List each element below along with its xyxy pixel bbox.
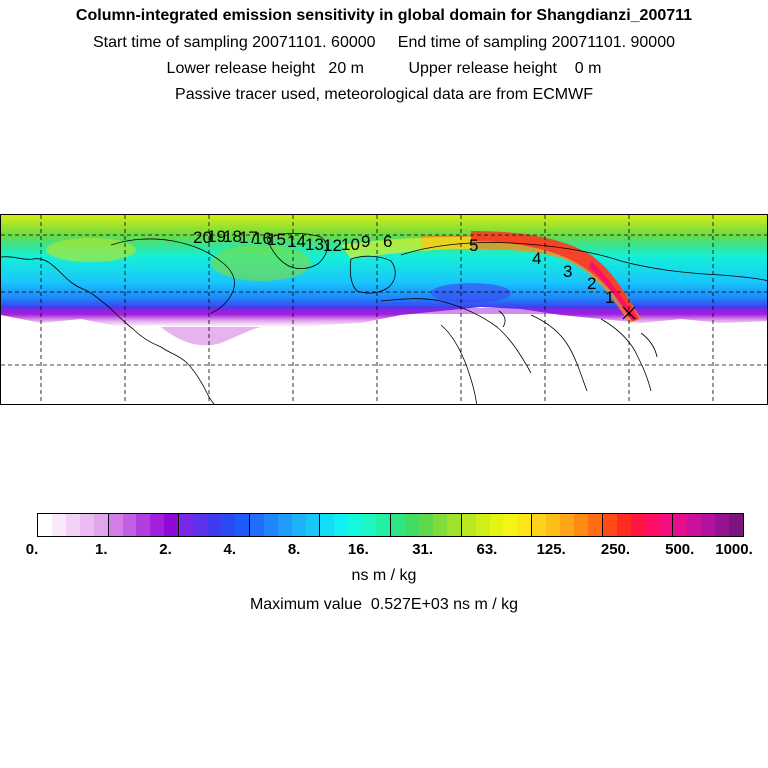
colorbar-swatch (193, 514, 208, 536)
trajectory-label: 13 (305, 235, 324, 254)
trajectory-label: 1 (605, 288, 614, 307)
colorbar-swatch (348, 514, 363, 536)
colorbar-swatch (277, 514, 292, 536)
colorbar-swatch (122, 514, 137, 536)
colorbar-swatch (432, 514, 447, 536)
trajectory-label: 2 (587, 274, 596, 293)
colorbar-swatch (517, 514, 533, 536)
colorbar-swatch (249, 514, 264, 536)
colorbar-swatch (461, 514, 476, 536)
colorbar-swatch (234, 514, 250, 536)
colorbar-swatch (644, 514, 659, 536)
colorbar-swatch (418, 514, 433, 536)
colorbar-swatch (263, 514, 278, 536)
colorbar-tick-label: 63. (476, 541, 498, 558)
trajectory-label: 20 (193, 228, 212, 247)
colorbar-swatch (391, 514, 405, 536)
trajectory-label: 5 (469, 236, 478, 255)
trajectory-label: 18 (223, 227, 242, 246)
colorbar-swatch (291, 514, 306, 536)
colorbar-swatch (673, 514, 688, 536)
colorbar-swatch (108, 514, 123, 536)
trajectory-label: 19 (207, 227, 226, 246)
colorbar-swatch (79, 514, 94, 536)
colorbar-swatch (475, 514, 490, 536)
trajectory-label: 17 (239, 228, 258, 247)
colorbar-swatch (207, 514, 221, 536)
colorbar-unit: ns m / kg (351, 567, 417, 584)
colorbar-tick-label: 125. (536, 541, 566, 558)
colorbar (37, 513, 744, 537)
graticule (1, 215, 767, 404)
sampling-time-line: Start time of sampling 20071101. 60000 E… (92, 34, 675, 51)
colorbar-tick-label: 500. (665, 541, 695, 558)
colorbar-swatch (136, 514, 151, 536)
colorbar-swatch (334, 514, 349, 536)
colorbar-swatch (404, 514, 419, 536)
trajectory-label: 12 (323, 236, 342, 255)
colorbar-swatch (560, 514, 575, 536)
colorbar-swatch (150, 514, 165, 536)
colorbar-swatch (729, 514, 744, 536)
colorbar-tick-label: 1000. (715, 541, 753, 558)
colorbar-swatch (93, 514, 109, 536)
colorbar-tick-label: 2. (159, 541, 172, 558)
colorbar-swatch (362, 514, 377, 536)
colorbar-tick-label: 16. (347, 541, 369, 558)
colorbar-swatch (503, 514, 518, 536)
colorbar-swatch (715, 514, 730, 536)
trajectory-label: 4 (532, 249, 541, 268)
colorbar-swatch (305, 514, 321, 536)
colorbar-swatch (179, 514, 194, 536)
release-height-line: Lower release height 20 m Upper release … (166, 60, 602, 77)
colorbar-swatch (376, 514, 392, 536)
trajectory-label: 16 (253, 229, 272, 248)
trajectory-label: 14 (287, 232, 306, 251)
trajectory-label: 15 (267, 230, 286, 249)
colorbar-tick-label: 0. (25, 541, 39, 558)
colorbar-tick-label: 8. (287, 541, 301, 558)
colorbar-swatch (602, 514, 617, 536)
receptor-marker (622, 306, 636, 320)
colorbar-tick-label: 4. (223, 541, 237, 558)
sensitivity-field (1, 215, 767, 404)
colorbar-tick-label: 1. (95, 541, 108, 558)
colorbar-swatch (320, 514, 335, 536)
tracer-info-line: Passive tracer used, meteorological data… (175, 86, 593, 103)
colorbar-swatch (51, 514, 66, 536)
colorbar-swatch (587, 514, 603, 536)
colorbar-swatch (630, 514, 645, 536)
colorbar-swatch (489, 514, 504, 536)
colorbar-swatch (687, 514, 702, 536)
colorbar-swatch (574, 514, 588, 536)
colorbar-swatch (65, 514, 80, 536)
trajectory-label: 3 (563, 262, 572, 281)
trajectory-label: 9 (361, 232, 370, 251)
emission-sensitivity-map: 1 2 3 4 5 6 9 10 12 13 14 15 16 17 18 19 20 (0, 214, 768, 405)
colorbar-swatch (164, 514, 180, 536)
colorbar-tick-label: 250. (600, 541, 631, 558)
coastlines (1, 233, 767, 404)
colorbar-swatch (532, 514, 547, 536)
trajectory-label: 10 (341, 235, 360, 254)
colorbar-tick-label: 31. (412, 541, 434, 558)
colorbar-swatch (616, 514, 631, 536)
max-value-text: Maximum value 0.527E+03 ns m / kg (249, 596, 519, 613)
colorbar-swatch (446, 514, 462, 536)
colorbar-swatch (546, 514, 561, 536)
plot-title: Column-integrated emission sensitivity i… (75, 7, 693, 24)
colorbar-swatch (658, 514, 674, 536)
colorbar-swatch (38, 514, 52, 536)
trajectory-label: 6 (383, 232, 392, 251)
colorbar-swatch (220, 514, 235, 536)
colorbar-swatch (701, 514, 716, 536)
